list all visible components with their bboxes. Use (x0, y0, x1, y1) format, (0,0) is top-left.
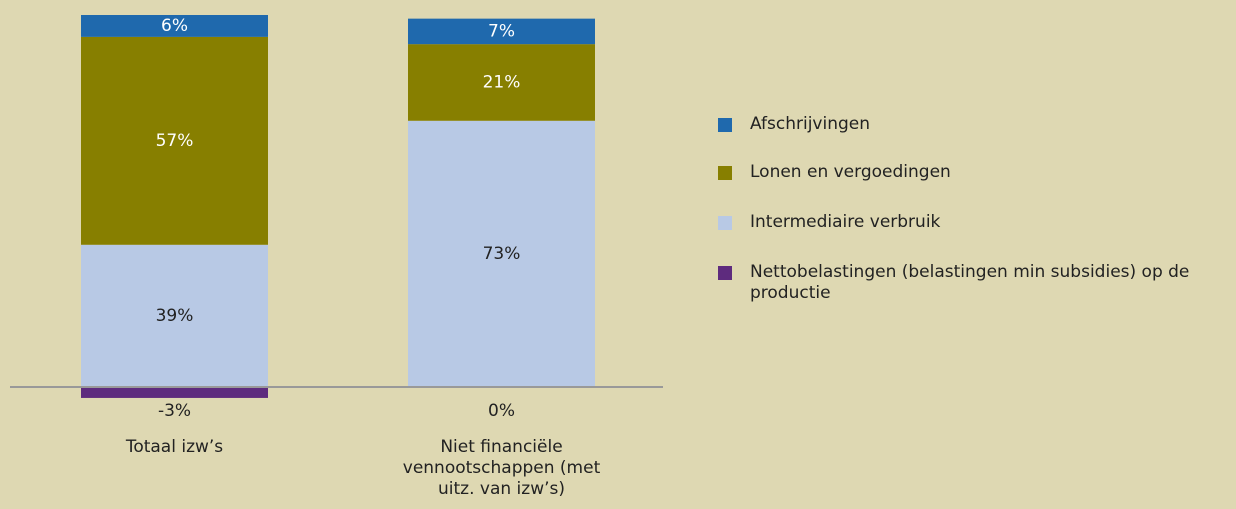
x-tick-label: Totaal izw’s (125, 437, 224, 457)
legend-swatch (718, 216, 732, 230)
bar-segment (81, 15, 268, 37)
value-label: 39% (156, 306, 194, 326)
bar-segment (408, 120, 595, 387)
value-label: 57% (156, 131, 194, 151)
bar-segment (81, 387, 268, 398)
legend-entry: Intermediaire verbruik (718, 212, 1230, 233)
legend-label: Afschrijvingen (750, 114, 871, 134)
bar-segment (408, 18, 595, 45)
legend-swatch (718, 166, 732, 180)
value-label: 6% (161, 16, 188, 36)
x-tick-label: Niet financiële vennootschappen (met uit… (402, 437, 601, 499)
legend-label: Nettobelastingen (belastingen min subsid… (750, 262, 1190, 303)
bar-segment (81, 244, 268, 387)
legend-entry: Afschrijvingen (718, 114, 1230, 135)
legend-entry: Nettobelastingen (belastingen min subsid… (718, 262, 1230, 304)
bar-segment (408, 44, 595, 121)
value-label: -3% (158, 401, 191, 421)
legend-swatch (718, 118, 732, 132)
value-label: 73% (483, 244, 521, 264)
value-label: 0% (488, 401, 515, 421)
legend-label: Lonen en vergoedingen (750, 162, 951, 182)
legend-entry: Lonen en vergoedingen (718, 162, 1230, 183)
value-label: 21% (483, 72, 521, 92)
bar-segment (81, 36, 268, 245)
legend-swatch (718, 266, 732, 280)
value-label: 7% (488, 21, 515, 41)
legend-label: Intermediaire verbruik (750, 212, 941, 232)
